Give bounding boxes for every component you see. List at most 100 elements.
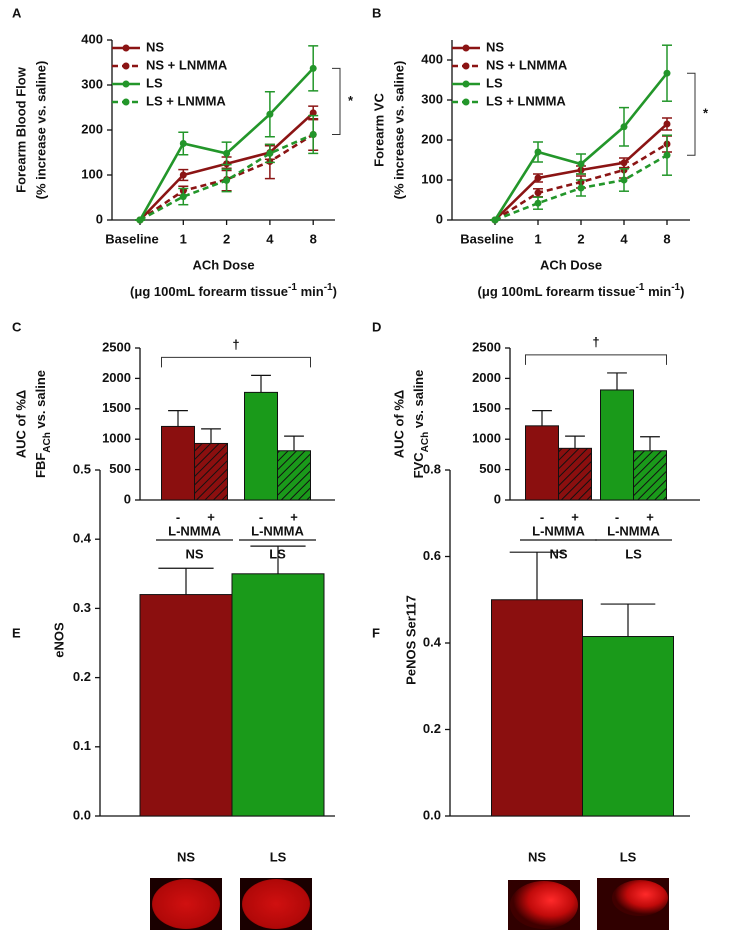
annotation: *: [348, 93, 354, 108]
group-sublabel: L-NMMA: [251, 523, 304, 538]
legend-marker: [122, 44, 130, 52]
significance-bracket: [687, 72, 696, 156]
y-axis-label-part: FVC: [411, 452, 426, 479]
panel-label: D: [372, 319, 381, 334]
x-tick-label: 4: [266, 231, 274, 246]
point: [179, 193, 187, 201]
y-axis-label: PeNOS Ser117: [403, 595, 418, 685]
point: [223, 176, 231, 184]
x-tick-label: +: [646, 509, 654, 524]
panel-label: B: [372, 5, 381, 20]
x-tick-label: NS: [528, 849, 546, 864]
blot-spot: [152, 879, 220, 929]
y-tick-label: 300: [421, 91, 443, 106]
point: [179, 171, 187, 179]
point: [223, 149, 231, 157]
bar: [633, 450, 667, 501]
significance-bracket: [161, 356, 311, 368]
y-axis-label: AUC of %Δ: [13, 390, 28, 459]
point: [534, 189, 542, 197]
x-tick-label: 8: [310, 231, 317, 246]
bar: [558, 447, 592, 501]
legend-label: NS + LNMMA: [146, 57, 228, 72]
y-axis-label-part: vs. saline: [411, 370, 426, 432]
legend-label: LS + LNMMA: [146, 93, 226, 108]
series-line: [139, 133, 314, 222]
y-tick-label: 200: [81, 121, 103, 136]
significance-bracket: [525, 354, 667, 365]
x-axis-unit-part: ): [333, 284, 337, 299]
legend-label: NS: [486, 39, 504, 54]
y-tick-label: 100: [81, 166, 103, 181]
x-axis-label: ACh Dose: [540, 257, 602, 272]
y-axis-label: (% increase vs. saline): [391, 61, 406, 200]
y-tick-label: 0.0: [423, 807, 441, 822]
y-axis-label-part: ACh: [420, 432, 431, 453]
y-tick-label: 0.2: [423, 721, 441, 736]
point: [266, 110, 274, 118]
x-tick-label: 1: [534, 231, 541, 246]
y-tick-label: 0.1: [73, 738, 91, 753]
x-tick-label: NS: [177, 849, 195, 864]
x-tick-label: Baseline: [460, 231, 513, 246]
bar: [244, 391, 278, 501]
point: [663, 69, 671, 77]
y-axis-label-part: ACh: [42, 432, 53, 453]
y-tick-label: 0: [96, 211, 103, 226]
bar: [231, 573, 325, 817]
x-axis-unit-part: -1: [324, 282, 333, 293]
point: [620, 176, 628, 184]
y-tick-label: 0.3: [73, 600, 91, 615]
bar: [525, 425, 559, 501]
y-tick-label: 0: [494, 491, 501, 506]
y-axis-label: AUC of %Δ: [391, 390, 406, 459]
x-axis-unit-part: min: [644, 284, 671, 299]
legend-label: LS: [146, 75, 163, 90]
x-tick-label: -: [615, 509, 619, 524]
point: [663, 120, 671, 128]
y-tick-label: 0.4: [73, 531, 92, 546]
bar: [139, 594, 233, 817]
y-tick-label: 0.6: [423, 548, 441, 563]
group-sublabel: L-NMMA: [532, 523, 585, 538]
point: [534, 174, 542, 182]
point: [491, 216, 499, 224]
point: [620, 123, 628, 131]
point: [136, 216, 144, 224]
x-tick-label: +: [571, 509, 579, 524]
blot-spot: [510, 881, 578, 929]
x-axis-unit-part: ): [680, 284, 684, 299]
group-sublabel: L-NMMA: [607, 523, 660, 538]
bar: [491, 599, 583, 817]
legend-marker: [462, 80, 470, 88]
annotation: *: [703, 106, 709, 121]
panel-label: C: [12, 319, 22, 334]
legend-label: LS: [486, 75, 503, 90]
x-tick-label: -: [259, 509, 263, 524]
y-tick-label: 500: [109, 461, 131, 476]
legend-label: NS: [146, 39, 164, 54]
annotation: †: [232, 337, 239, 352]
legend-label: LS + LNMMA: [486, 93, 566, 108]
x-axis-unit-part: -1: [671, 282, 680, 293]
x-axis-label: ACh Dose: [192, 257, 254, 272]
bar: [582, 636, 674, 817]
point: [663, 151, 671, 159]
y-axis-label-part: FBF: [33, 453, 48, 478]
y-tick-label: 0.5: [73, 461, 91, 476]
blot-images: [150, 878, 669, 930]
x-tick-label: 8: [663, 231, 670, 246]
significance-bracket: [332, 67, 341, 135]
y-tick-label: 2000: [102, 370, 131, 385]
blot-spot: [612, 880, 668, 916]
x-tick-label: 2: [577, 231, 584, 246]
x-axis-unit-part: (μg 100mL forearm tissue: [130, 284, 288, 299]
error-bar: [168, 410, 188, 427]
y-tick-label: 300: [81, 76, 103, 91]
y-axis-label: FBFACh vs. saline: [33, 370, 53, 478]
bar: [161, 425, 195, 501]
point: [309, 109, 317, 117]
error-bar: [251, 374, 271, 393]
y-axis-label: FVCACh vs. saline: [411, 370, 431, 479]
